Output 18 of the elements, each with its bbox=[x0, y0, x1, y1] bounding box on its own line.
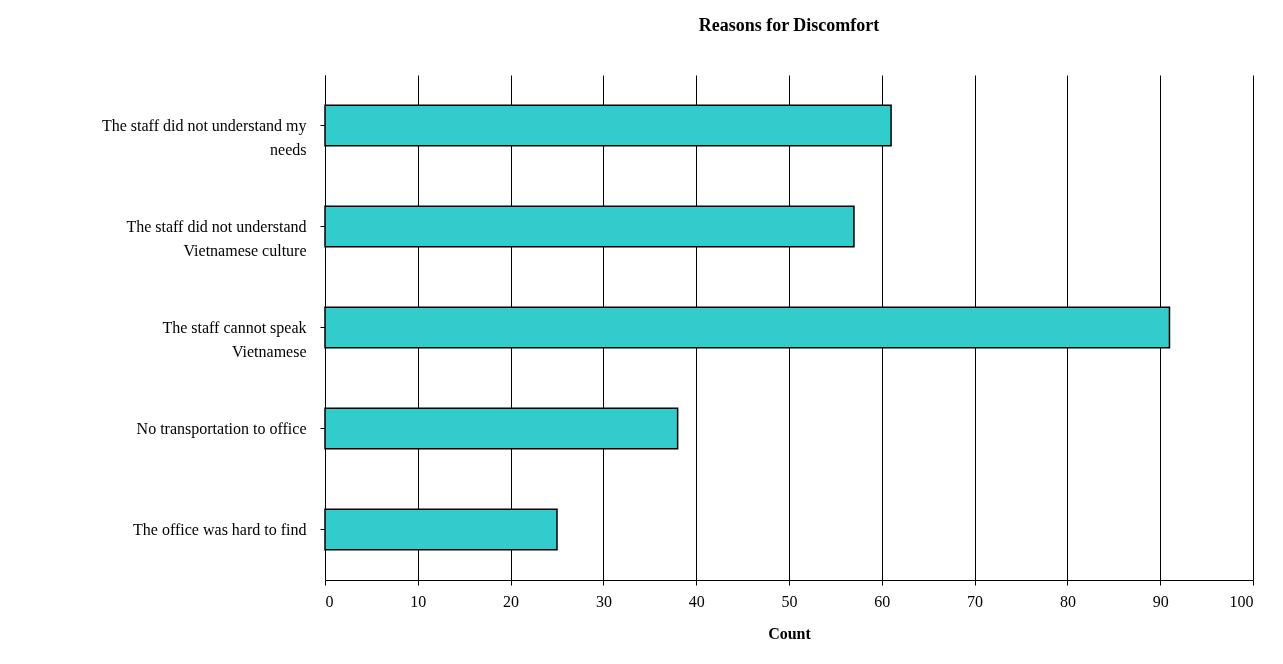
y-tick-label: The staff cannot speak Vietnamese bbox=[162, 318, 307, 360]
x-tick-label: 10 bbox=[410, 592, 427, 610]
x-tick-label: 100 bbox=[1229, 592, 1254, 610]
chart-title: Reasons for Discomfort bbox=[698, 15, 880, 35]
x-tick-label: 70 bbox=[967, 592, 984, 610]
x-axis-title: Count bbox=[768, 624, 812, 642]
x-tick-label: 50 bbox=[781, 592, 798, 610]
y-tick-label: No transportation to office bbox=[136, 419, 307, 438]
y-tick-label: The staff did not understand my needs bbox=[101, 116, 307, 158]
x-tick-label: 90 bbox=[1152, 592, 1169, 610]
x-tick-label: 0 bbox=[325, 592, 334, 610]
x-tick-label: 60 bbox=[874, 592, 891, 610]
y-tick-label: The office was hard to find bbox=[133, 520, 307, 538]
x-tick-label: 30 bbox=[595, 592, 612, 610]
x-tick-label: 80 bbox=[1059, 592, 1076, 610]
x-tick-label: 40 bbox=[688, 592, 705, 610]
y-tick-label: The staff did not understand Vietnamese culture bbox=[126, 217, 307, 259]
x-tick-label: 20 bbox=[503, 592, 520, 610]
